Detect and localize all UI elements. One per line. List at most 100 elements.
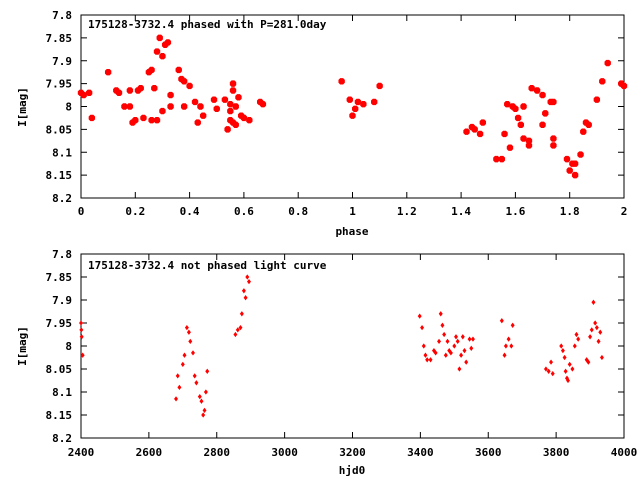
data-point xyxy=(338,78,345,85)
x-tick-label: 1 xyxy=(349,205,356,218)
data-point xyxy=(132,117,139,124)
data-point xyxy=(440,322,445,328)
data-point xyxy=(421,343,426,349)
y-tick-label: 8.2 xyxy=(52,192,72,205)
data-point xyxy=(580,128,587,135)
x-tick-label: 0.2 xyxy=(125,205,145,218)
data-point xyxy=(151,85,158,92)
unphased-light-curve-panel: 175128-3732.4 not phased light curve hjd… xyxy=(16,248,637,477)
x-tick-label: 4000 xyxy=(611,446,638,459)
data-point xyxy=(235,94,242,101)
data-point xyxy=(227,107,234,115)
data-point xyxy=(428,357,433,363)
data-point xyxy=(354,98,362,106)
data-point xyxy=(210,96,218,103)
data-point xyxy=(550,370,555,377)
x-tick-label: 1.2 xyxy=(397,205,417,218)
data-point xyxy=(229,80,237,87)
data-point xyxy=(238,324,243,331)
data-point xyxy=(520,135,527,142)
data-point xyxy=(559,343,564,349)
y-tick-label: 7.8 xyxy=(52,9,72,22)
data-point xyxy=(180,78,188,85)
data-point xyxy=(104,68,112,76)
data-point xyxy=(182,352,187,358)
data-point xyxy=(224,126,231,133)
data-point xyxy=(241,288,246,294)
y-tick-label: 7.95 xyxy=(46,317,73,330)
data-point xyxy=(213,105,220,112)
data-point xyxy=(417,313,422,319)
data-point xyxy=(566,377,570,384)
data-point xyxy=(512,105,519,112)
data-point xyxy=(79,327,84,333)
x-tick-label: 3200 xyxy=(339,446,366,459)
data-point xyxy=(360,101,367,108)
data-point xyxy=(349,112,356,119)
x-axis-label: phase xyxy=(335,225,368,238)
data-point xyxy=(376,82,383,90)
data-point xyxy=(448,350,453,356)
data-point xyxy=(423,352,428,358)
data-point xyxy=(506,336,511,342)
data-point xyxy=(148,66,155,74)
data-point xyxy=(501,130,508,138)
y-tick-label: 7.9 xyxy=(52,55,72,68)
data-point xyxy=(205,368,210,374)
data-point xyxy=(153,48,161,55)
data-point xyxy=(164,39,172,46)
data-point xyxy=(464,359,469,365)
chart-title: 175128-3732.4 not phased light curve xyxy=(88,259,327,272)
y-tick-label: 8.05 xyxy=(46,363,73,376)
data-point xyxy=(442,331,447,338)
data-point xyxy=(470,336,475,342)
data-point xyxy=(232,121,239,128)
data-point xyxy=(550,98,557,106)
data-point xyxy=(126,103,134,110)
data-point xyxy=(221,96,229,103)
y-tick-label: 8 xyxy=(65,340,72,353)
y-tick-label: 7.95 xyxy=(46,78,73,91)
data-point xyxy=(566,167,573,174)
data-point xyxy=(199,112,207,119)
chart-title: 175128-3732.4 phased with P=281.0day xyxy=(88,18,327,31)
data-point xyxy=(593,96,601,103)
data-point xyxy=(201,412,206,418)
y-tick-label: 7.9 xyxy=(52,294,72,307)
data-point xyxy=(588,334,593,340)
y-tick-label: 7.8 xyxy=(52,248,72,261)
data-point xyxy=(571,171,579,179)
data-point xyxy=(462,347,467,354)
data-point xyxy=(560,347,565,354)
data-point xyxy=(546,368,551,374)
data-point xyxy=(517,121,525,128)
y-tick-label: 8.1 xyxy=(52,146,72,159)
data-point xyxy=(443,352,448,358)
x-tick-label: 3000 xyxy=(271,446,298,459)
data-point xyxy=(454,334,458,340)
data-point xyxy=(586,359,591,365)
data-point xyxy=(229,87,237,94)
x-tick-label: 0 xyxy=(78,205,85,218)
data-point xyxy=(167,91,174,99)
data-point xyxy=(79,320,83,326)
data-point xyxy=(247,278,251,285)
y-axis-label: I[mag] xyxy=(16,87,29,127)
data-point xyxy=(188,338,193,345)
data-point xyxy=(459,352,464,358)
data-point xyxy=(197,393,202,400)
data-point xyxy=(447,347,452,354)
data-point xyxy=(199,398,204,404)
data-point xyxy=(202,407,207,414)
x-tick-label: 0.4 xyxy=(180,205,200,218)
y-tick-label: 8.05 xyxy=(46,123,73,136)
data-point xyxy=(469,345,474,351)
data-point xyxy=(594,324,599,331)
x-tick-label: 3800 xyxy=(543,446,570,459)
data-point xyxy=(539,91,546,99)
data-point xyxy=(371,98,378,106)
data-point xyxy=(192,373,197,379)
y-tick-label: 8.15 xyxy=(46,409,73,422)
data-point xyxy=(186,329,191,335)
x-tick-label: 3600 xyxy=(475,446,502,459)
